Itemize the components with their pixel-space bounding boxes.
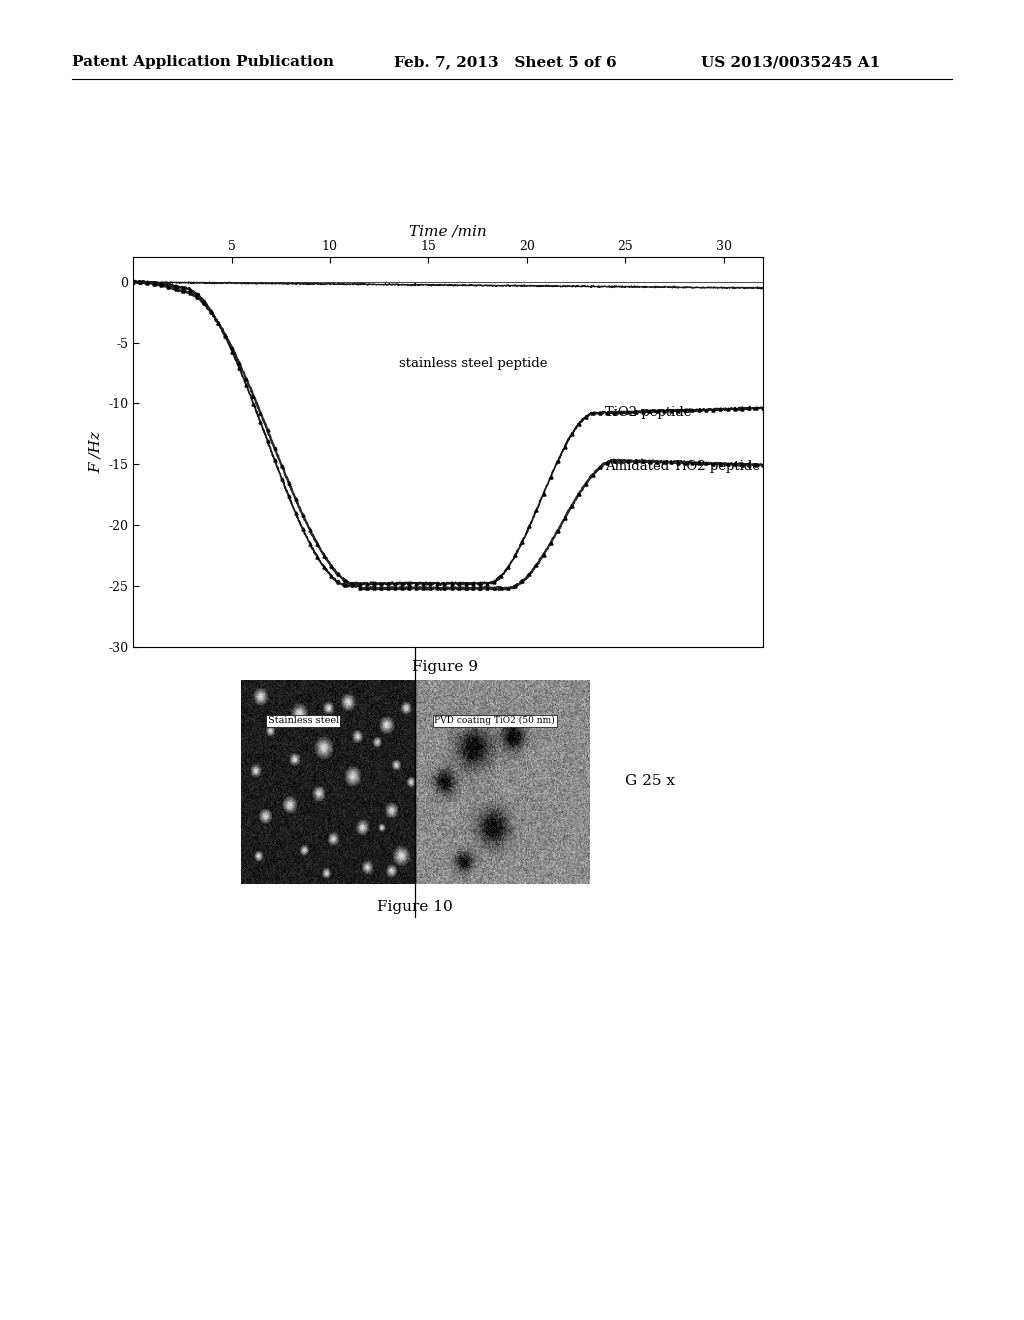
Y-axis label: F /Hz: F /Hz <box>89 432 102 473</box>
Text: TiO2 peptide: TiO2 peptide <box>605 405 692 418</box>
X-axis label: Time /min: Time /min <box>410 224 486 239</box>
Text: Stainless steel: Stainless steel <box>267 717 339 725</box>
Text: Feb. 7, 2013   Sheet 5 of 6: Feb. 7, 2013 Sheet 5 of 6 <box>394 55 616 70</box>
Text: Amidated TiO2 peptide: Amidated TiO2 peptide <box>605 461 761 474</box>
Text: PVD coating TiO2 (50 nm): PVD coating TiO2 (50 nm) <box>434 717 555 725</box>
Text: Patent Application Publication: Patent Application Publication <box>72 55 334 70</box>
Text: stainless steel peptide: stainless steel peptide <box>398 356 547 370</box>
Text: Figure 10: Figure 10 <box>377 900 453 915</box>
Text: US 2013/0035245 A1: US 2013/0035245 A1 <box>701 55 881 70</box>
Text: Figure 9: Figure 9 <box>413 660 478 675</box>
Text: G 25 x: G 25 x <box>625 775 675 788</box>
